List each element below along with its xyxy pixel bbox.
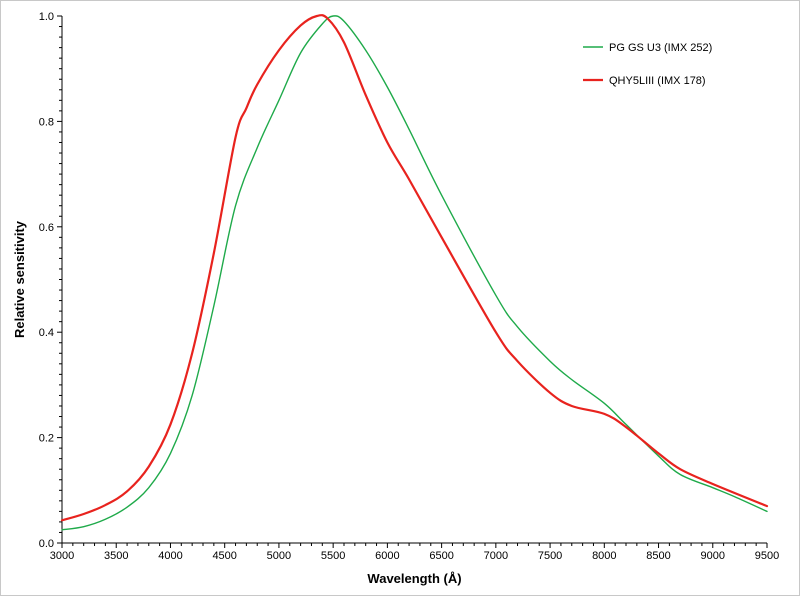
y-tick-label: 0.0: [39, 538, 54, 550]
legend: PG GS U3 (IMX 252) QHY5LIII (IMX 178): [583, 42, 712, 87]
series-line-qhy5liii: [60, 14, 769, 522]
x-tick-label: 7500: [538, 550, 562, 562]
y-tick-label: 0.8: [39, 116, 54, 128]
x-tick-label: 3500: [104, 550, 128, 562]
x-tick-label: 7000: [484, 550, 508, 562]
x-tick-label: 9500: [755, 550, 779, 562]
y-tick-label: 1.0: [39, 11, 54, 23]
x-tick-label: 4500: [212, 550, 236, 562]
x-tick-label: 6500: [429, 550, 453, 562]
y-tick-label: 0.2: [39, 433, 54, 445]
x-tick-label: 3000: [50, 550, 74, 562]
x-tick-label: 8500: [646, 550, 670, 562]
x-tick-label: 4000: [158, 550, 182, 562]
y-tick-label: 0.4: [39, 327, 54, 339]
y-tick-label: 0.6: [39, 222, 54, 234]
x-tick-label: 6000: [375, 550, 399, 562]
x-axis-title: Wavelength (Å): [367, 571, 461, 586]
series-line-pg-gs-u3: [61, 15, 768, 531]
plot-lines: [60, 14, 769, 531]
x-tick-label: 8000: [592, 550, 616, 562]
legend-label: PG GS U3 (IMX 252): [609, 42, 712, 54]
x-tick-label: 5000: [267, 550, 291, 562]
axes: 0.0 0.2 0.4 0.6 0.8 1.0 3000 3500 4000 4500 5000 55…: [39, 11, 780, 562]
x-tick-label: 9000: [701, 550, 725, 562]
x-tick-label: 5500: [321, 550, 345, 562]
legend-label: QHY5LIII (IMX 178): [609, 75, 706, 87]
y-axis-title: Relative sensitivity: [12, 220, 27, 338]
